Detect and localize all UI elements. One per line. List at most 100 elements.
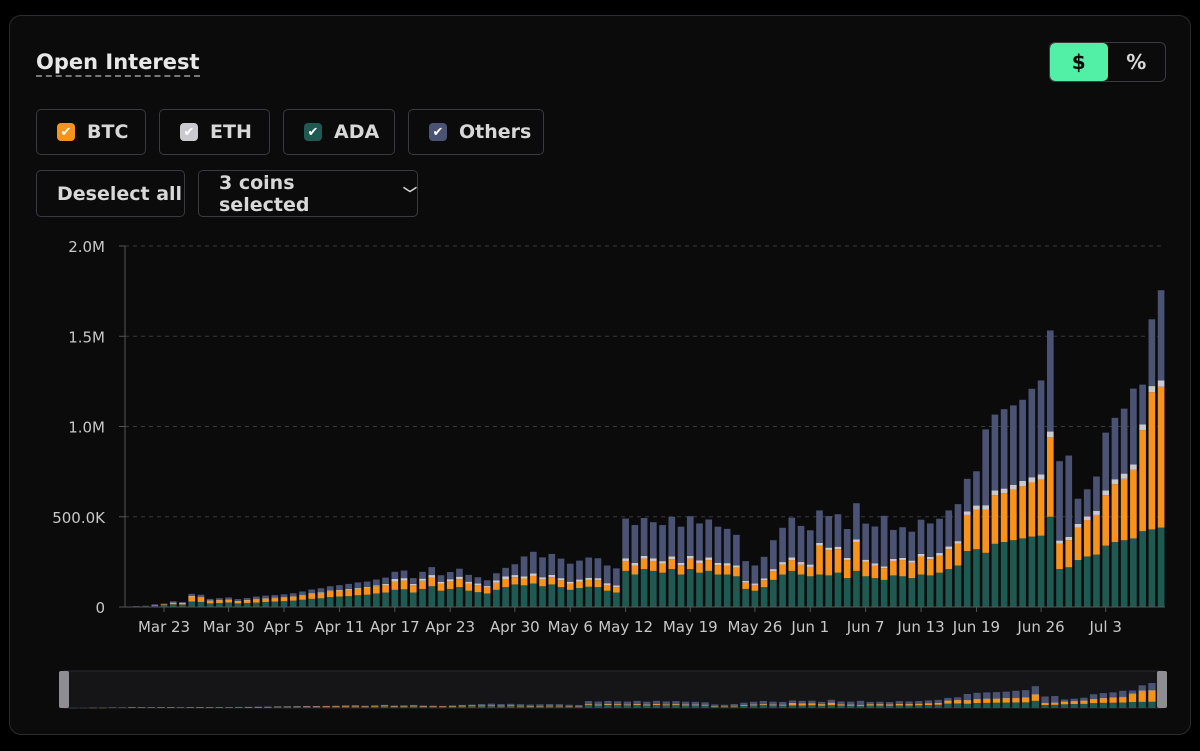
bar-segment-eth[interactable] <box>742 581 749 583</box>
bar-segment-ada[interactable] <box>437 590 445 607</box>
bar-segment-eth[interactable] <box>262 598 269 599</box>
bar-segment-others[interactable] <box>899 527 906 558</box>
bar-segment-btc[interactable] <box>779 564 786 575</box>
bar-segment-btc[interactable] <box>880 568 888 580</box>
bar-segment-ada[interactable] <box>382 592 389 607</box>
bar-segment-others[interactable] <box>437 575 445 582</box>
bar-segment-btc[interactable] <box>1065 540 1073 568</box>
bar-segment-eth[interactable] <box>363 586 371 588</box>
bar-segment-btc[interactable] <box>770 571 777 580</box>
bar-segment-others[interactable] <box>326 586 334 591</box>
bar-segment-others[interactable] <box>529 551 537 574</box>
bar-segment-ada[interactable] <box>419 588 426 607</box>
bar-segment-ada[interactable] <box>373 593 380 607</box>
bar-segment-ada[interactable] <box>179 604 186 607</box>
bar-segment-ada[interactable] <box>363 594 371 607</box>
bar-segment-ada[interactable] <box>317 598 325 607</box>
bar-segment-ada[interactable] <box>594 587 602 607</box>
bar-segment-btc[interactable] <box>419 580 426 589</box>
bar-segment-eth[interactable] <box>917 553 925 557</box>
bar-segment-ada[interactable] <box>723 574 731 607</box>
bar-segment-others[interactable] <box>419 571 426 579</box>
bar-segment-btc[interactable] <box>197 597 205 602</box>
bar-segment-eth[interactable] <box>1056 540 1063 544</box>
bar-segment-others[interactable] <box>391 571 399 580</box>
bar-segment-btc[interactable] <box>908 562 916 579</box>
bar-segment-others[interactable] <box>1010 405 1017 485</box>
bar-segment-ada[interactable] <box>1056 569 1063 607</box>
bar-segment-btc[interactable] <box>253 599 260 603</box>
bar-segment-eth[interactable] <box>1019 481 1026 487</box>
bar-segment-others[interactable] <box>834 514 842 547</box>
bar-segment-eth[interactable] <box>816 542 823 546</box>
bar-segment-ada[interactable] <box>299 599 306 607</box>
bar-segment-ada[interactable] <box>262 601 269 607</box>
bar-segment-ada[interactable] <box>234 603 242 607</box>
bar-segment-eth[interactable] <box>723 563 731 566</box>
bar-segment-btc[interactable] <box>788 560 796 571</box>
bar-segment-ada[interactable] <box>1102 545 1110 607</box>
bar-segment-ada[interactable] <box>926 575 934 607</box>
bar-segment-eth[interactable] <box>1120 473 1128 479</box>
dollar-toggle-button[interactable]: $ <box>1050 43 1108 81</box>
bar-segment-others[interactable] <box>1139 384 1146 425</box>
bar-segment-others[interactable] <box>336 585 343 590</box>
bar-segment-ada[interactable] <box>973 549 980 607</box>
bar-segment-ada[interactable] <box>566 589 574 607</box>
bar-segment-ada[interactable] <box>160 605 168 607</box>
bar-segment-ada[interactable] <box>529 583 537 607</box>
bar-segment-ada[interactable] <box>308 598 316 607</box>
bar-segment-others[interactable] <box>1157 290 1165 381</box>
bar-segment-others[interactable] <box>751 565 759 584</box>
bar-segment-eth[interactable] <box>354 587 362 589</box>
bar-segment-btc[interactable] <box>853 542 860 571</box>
bar-segment-others[interactable] <box>779 527 786 563</box>
bar-segment-others[interactable] <box>797 525 805 563</box>
bar-segment-eth[interactable] <box>373 585 380 587</box>
bar-segment-btc[interactable] <box>345 589 352 597</box>
bar-segment-ada[interactable] <box>465 590 473 607</box>
bar-segment-ada[interactable] <box>520 585 528 607</box>
bar-segment-ada[interactable] <box>1139 531 1146 607</box>
bar-segment-btc[interactable] <box>539 579 546 587</box>
bar-segment-ada[interactable] <box>548 584 556 607</box>
coins-selected-dropdown[interactable]: 3 coins selected ﹀ <box>198 170 418 217</box>
bar-segment-ada[interactable] <box>1157 527 1165 607</box>
bar-segment-btc[interactable] <box>151 605 159 606</box>
bar-segment-others[interactable] <box>225 597 232 600</box>
bar-segment-btc[interactable] <box>465 583 473 591</box>
bar-segment-others[interactable] <box>539 557 546 578</box>
bar-segment-others[interactable] <box>188 593 196 596</box>
bar-segment-eth[interactable] <box>640 555 648 559</box>
bar-segment-others[interactable] <box>613 568 620 586</box>
bar-segment-ada[interactable] <box>880 579 888 607</box>
bar-segment-ada[interactable] <box>816 574 823 607</box>
bar-segment-others[interactable] <box>1130 388 1137 465</box>
bar-segment-btc[interactable] <box>1019 486 1026 539</box>
bar-segment-eth[interactable] <box>806 564 814 567</box>
bar-segment-ada[interactable] <box>1046 516 1054 607</box>
bar-segment-eth[interactable] <box>834 546 842 550</box>
bar-segment-ada[interactable] <box>474 592 482 607</box>
bar-segment-eth[interactable] <box>622 558 629 561</box>
bar-segment-ada[interactable] <box>640 569 648 607</box>
bar-segment-ada[interactable] <box>400 589 408 607</box>
bar-segment-ada[interactable] <box>1111 542 1119 607</box>
bar-segment-ada[interactable] <box>197 601 205 607</box>
bar-segment-ada[interactable] <box>1000 542 1008 607</box>
bar-segment-btc[interactable] <box>317 592 325 599</box>
bar-segment-eth[interactable] <box>594 578 602 581</box>
bar-segment-others[interactable] <box>1102 432 1110 491</box>
bar-segment-btc[interactable] <box>899 560 906 577</box>
bar-segment-others[interactable] <box>243 597 251 600</box>
bar-segment-ada[interactable] <box>1120 540 1128 607</box>
bar-segment-eth[interactable] <box>446 579 454 582</box>
bar-segment-btc[interactable] <box>1102 495 1110 546</box>
bar-segment-eth[interactable] <box>585 577 593 580</box>
bar-segment-eth[interactable] <box>770 569 777 572</box>
bar-segment-btc[interactable] <box>179 603 186 605</box>
bar-segment-btc[interactable] <box>751 584 759 591</box>
bar-segment-eth[interactable] <box>253 598 260 600</box>
bar-segment-others[interactable] <box>548 553 556 575</box>
bar-segment-ada[interactable] <box>1037 535 1045 607</box>
